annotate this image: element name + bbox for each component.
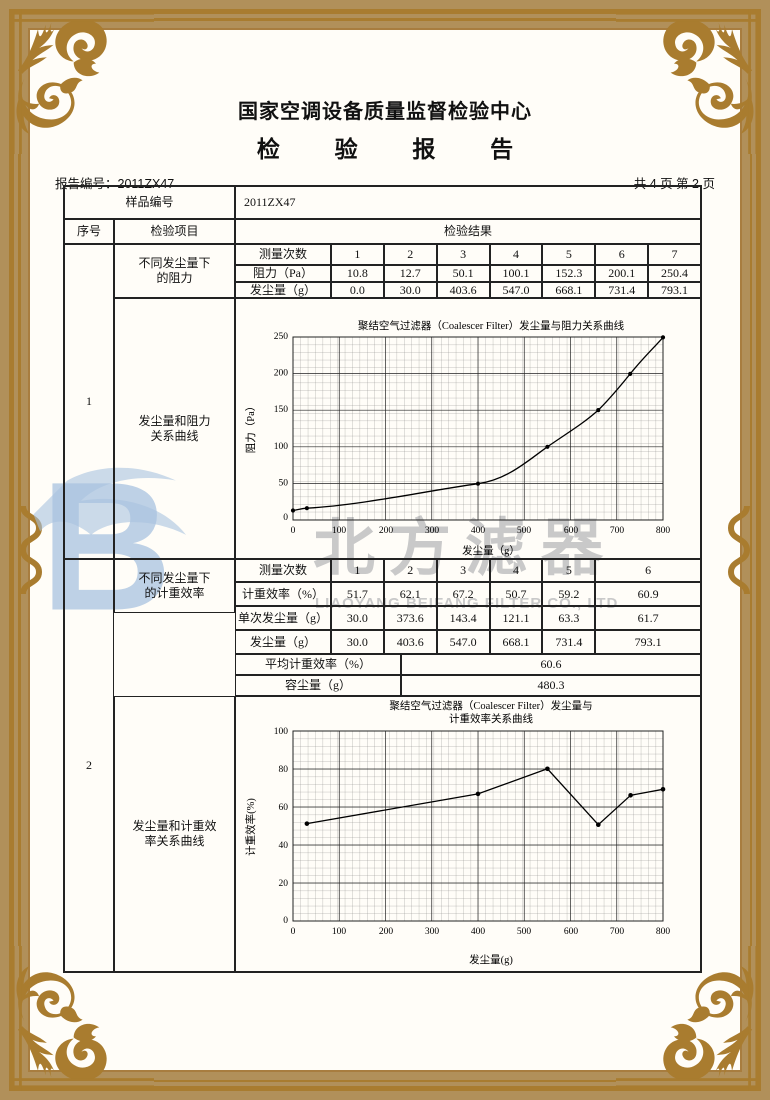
- svg-text:0: 0: [283, 916, 288, 926]
- svg-text:40: 40: [279, 841, 289, 851]
- svg-text:800: 800: [656, 927, 671, 937]
- svg-text:400: 400: [471, 526, 486, 536]
- svg-text:发尘量(g): 发尘量(g): [469, 953, 513, 966]
- svg-text:600: 600: [564, 526, 579, 536]
- svg-text:300: 300: [425, 927, 440, 937]
- svg-text:0: 0: [291, 526, 296, 536]
- svg-text:400: 400: [471, 927, 486, 937]
- svg-text:0: 0: [283, 513, 288, 523]
- svg-text:800: 800: [656, 526, 671, 536]
- svg-text:150: 150: [274, 405, 289, 415]
- svg-text:0: 0: [291, 927, 296, 937]
- svg-text:600: 600: [564, 927, 579, 937]
- svg-text:700: 700: [610, 927, 625, 937]
- svg-text:500: 500: [517, 526, 532, 536]
- svg-text:50: 50: [279, 478, 289, 488]
- svg-text:60: 60: [279, 803, 289, 813]
- svg-text:100: 100: [274, 442, 289, 452]
- svg-text:200: 200: [274, 369, 289, 379]
- svg-text:200: 200: [379, 927, 394, 937]
- svg-text:阻力（Pa）: 阻力（Pa）: [244, 401, 257, 454]
- svg-text:100: 100: [274, 727, 289, 737]
- svg-text:聚结空气过滤器（Coalescer Filter）发尘量与阻: 聚结空气过滤器（Coalescer Filter）发尘量与阻力关系曲线: [358, 319, 625, 332]
- svg-text:250: 250: [274, 332, 289, 342]
- svg-text:20: 20: [279, 879, 289, 889]
- svg-text:计重效率(%): 计重效率(%): [244, 798, 257, 856]
- svg-text:500: 500: [517, 927, 532, 937]
- svg-text:200: 200: [379, 526, 394, 536]
- svg-text:300: 300: [425, 526, 440, 536]
- svg-text:700: 700: [610, 526, 625, 536]
- svg-text:发尘量（g）: 发尘量（g）: [462, 544, 520, 557]
- svg-text:80: 80: [279, 765, 289, 775]
- svg-text:聚结空气过滤器（Coalescer Filter）发尘量与: 聚结空气过滤器（Coalescer Filter）发尘量与: [389, 699, 592, 712]
- svg-text:100: 100: [332, 927, 347, 937]
- svg-text:100: 100: [332, 526, 347, 536]
- svg-text:计重效率关系曲线: 计重效率关系曲线: [449, 712, 533, 725]
